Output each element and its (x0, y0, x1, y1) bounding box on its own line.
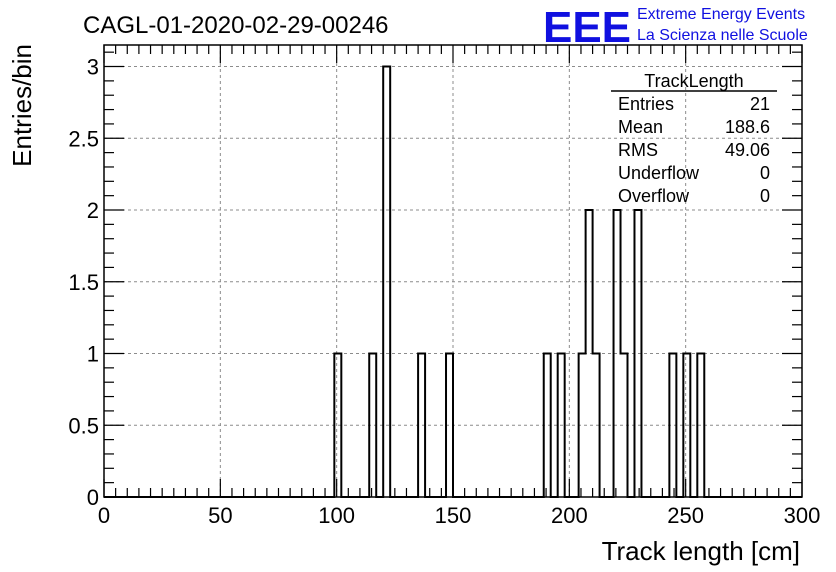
y-tick-label: 2 (87, 198, 99, 223)
x-tick-labels: 0 50 100 150 200 250 300 (98, 503, 820, 528)
y-tick-label: 0.5 (68, 413, 99, 438)
logo-line-2: La Scienza nelle Scuole (637, 27, 808, 44)
stats-value: 49.06 (725, 140, 770, 160)
eee-logo-mark: EEE (543, 3, 631, 52)
stats-value: 0 (760, 163, 770, 183)
stats-box: TrackLength Entries 21 Mean 188.6 RMS 49.06 Un… (611, 71, 777, 206)
axis-ticks (103, 45, 803, 498)
x-tick-label: 300 (784, 503, 821, 528)
chart-title: CAGL-01-2020-02-29-00246 (83, 12, 389, 39)
x-axis-label: Track length [cm] (602, 536, 800, 566)
stats-label: Overflow (618, 186, 690, 206)
stats-value: 188.6 (725, 117, 770, 137)
eee-logo: EEE Extreme Energy Events La Scienza nel… (543, 3, 808, 52)
stats-value: 21 (750, 94, 770, 114)
stats-label: Underflow (618, 163, 700, 183)
x-tick-label: 150 (435, 503, 472, 528)
y-tick-label: 1 (87, 342, 99, 367)
stats-title: TrackLength (644, 71, 743, 91)
y-tick-label: 2.5 (68, 126, 99, 151)
x-tick-label: 50 (208, 503, 232, 528)
stats-label: Entries (618, 94, 674, 114)
y-tick-label: 1.5 (68, 270, 99, 295)
stats-rows: Entries 21 Mean 188.6 RMS 49.06 Underflow 0 Over… (618, 94, 770, 206)
y-axis-label: Entries/bin (7, 44, 37, 167)
y-tick-label: 0 (87, 485, 99, 510)
x-tick-label: 250 (667, 503, 704, 528)
y-tick-label: 3 (87, 55, 99, 80)
stats-label: Mean (618, 117, 663, 137)
x-tick-label: 100 (318, 503, 355, 528)
y-tick-labels: 0 0.5 1 1.5 2 2.5 3 (68, 55, 99, 510)
logo-line-1: Extreme Energy Events (637, 6, 805, 23)
x-tick-label: 200 (551, 503, 588, 528)
stats-label: RMS (618, 140, 658, 160)
x-tick-label: 0 (98, 503, 110, 528)
stats-value: 0 (760, 186, 770, 206)
